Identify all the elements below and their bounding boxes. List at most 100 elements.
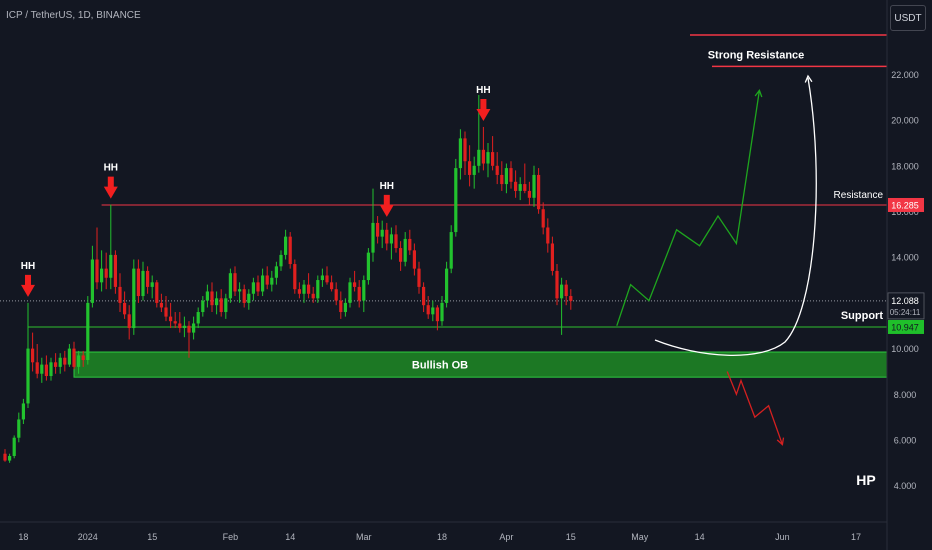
candle bbox=[49, 357, 53, 381]
projection-down-arrowhead bbox=[776, 437, 785, 446]
candle bbox=[86, 296, 90, 365]
candle bbox=[155, 280, 159, 308]
projection-up-path bbox=[616, 90, 761, 326]
candle bbox=[219, 289, 223, 317]
candle bbox=[178, 312, 182, 333]
candle bbox=[196, 307, 200, 329]
time-tick-label: 18 bbox=[18, 532, 28, 542]
candle bbox=[136, 259, 140, 303]
candle bbox=[58, 353, 62, 374]
candle bbox=[426, 296, 430, 319]
candle bbox=[201, 296, 205, 317]
candle bbox=[251, 277, 255, 301]
candle bbox=[541, 202, 545, 235]
candle bbox=[307, 273, 311, 299]
candle bbox=[330, 275, 334, 292]
bullish-ob-zone bbox=[73, 351, 888, 378]
support-price-text: 10.947 bbox=[891, 322, 919, 332]
candle bbox=[261, 268, 265, 297]
candle bbox=[537, 168, 541, 214]
candle bbox=[518, 177, 522, 201]
candle bbox=[403, 232, 407, 267]
candle bbox=[169, 302, 173, 329]
candle bbox=[348, 277, 352, 308]
time-tick-label: 17 bbox=[851, 532, 861, 542]
recovery-curve-arrowhead bbox=[804, 74, 813, 83]
candle bbox=[408, 229, 412, 255]
candle bbox=[449, 225, 453, 274]
candle bbox=[454, 158, 458, 237]
candle bbox=[205, 284, 209, 308]
candle bbox=[293, 259, 297, 294]
candle bbox=[458, 129, 462, 180]
time-tick-label: Jun bbox=[775, 532, 790, 542]
hh-arrow-icon bbox=[379, 194, 394, 217]
symbol-title: ICP / TetherUS, 1D, BINANCE bbox=[6, 10, 141, 21]
resistance-label: Resistance bbox=[834, 190, 884, 201]
candle bbox=[555, 264, 559, 306]
time-tick-label: May bbox=[631, 532, 649, 542]
candle bbox=[514, 170, 518, 198]
candle bbox=[123, 291, 127, 319]
candle bbox=[334, 282, 338, 306]
candle bbox=[527, 181, 531, 205]
resistance-price-tag bbox=[888, 197, 924, 212]
candle bbox=[504, 163, 508, 194]
candle bbox=[90, 245, 94, 308]
candle bbox=[210, 282, 214, 313]
candle bbox=[440, 296, 444, 326]
candle bbox=[274, 261, 278, 285]
last-price-tag bbox=[887, 292, 925, 320]
candle bbox=[417, 261, 421, 294]
candle bbox=[316, 275, 320, 303]
projection-down-path bbox=[726, 371, 784, 445]
strong-resistance-label: Strong Resistance bbox=[708, 49, 805, 61]
time-tick-label: 15 bbox=[566, 532, 576, 542]
candle bbox=[247, 289, 251, 310]
candle bbox=[238, 282, 242, 303]
candle bbox=[95, 227, 99, 290]
candle bbox=[422, 282, 426, 313]
bullish-ob-label: Bullish OB bbox=[412, 360, 468, 372]
candle bbox=[81, 350, 85, 367]
price-tick-label: 20.000 bbox=[891, 116, 919, 126]
projection-up-arrowhead bbox=[754, 89, 763, 98]
candle bbox=[560, 277, 564, 335]
candle bbox=[284, 229, 288, 260]
candle bbox=[546, 218, 550, 253]
candle-countdown-text: 05:24:11 bbox=[890, 308, 921, 317]
candle bbox=[371, 188, 375, 262]
currency-button[interactable]: USDT bbox=[890, 5, 926, 31]
candle bbox=[389, 227, 393, 260]
last-price-text: 12.088 bbox=[891, 296, 919, 306]
candle bbox=[463, 131, 467, 175]
price-tick-label: 6.000 bbox=[894, 436, 917, 446]
price-tick-label: 16.000 bbox=[891, 207, 919, 217]
candle bbox=[26, 302, 30, 409]
candle bbox=[297, 282, 301, 299]
candle bbox=[159, 293, 163, 313]
candle bbox=[302, 280, 306, 303]
candle bbox=[192, 316, 196, 340]
candle bbox=[412, 243, 416, 276]
hp-label: HP bbox=[856, 472, 875, 488]
candle bbox=[164, 296, 168, 322]
time-tick-label: 18 bbox=[437, 532, 447, 542]
candle bbox=[182, 316, 186, 338]
candle bbox=[380, 220, 384, 249]
hh-arrow-icon bbox=[21, 274, 35, 297]
candle bbox=[435, 305, 439, 331]
candle bbox=[472, 156, 476, 189]
candle bbox=[550, 236, 554, 276]
time-tick-label: 2024 bbox=[78, 532, 98, 542]
candle bbox=[500, 161, 504, 191]
candle bbox=[270, 270, 274, 292]
candle bbox=[288, 232, 292, 269]
recovery-curve bbox=[654, 77, 817, 356]
candle bbox=[187, 321, 191, 358]
hh-arrow-icon bbox=[103, 176, 118, 199]
price-tick-label: 8.000 bbox=[894, 390, 917, 400]
support-label: Support bbox=[841, 310, 883, 322]
candle bbox=[233, 266, 237, 297]
